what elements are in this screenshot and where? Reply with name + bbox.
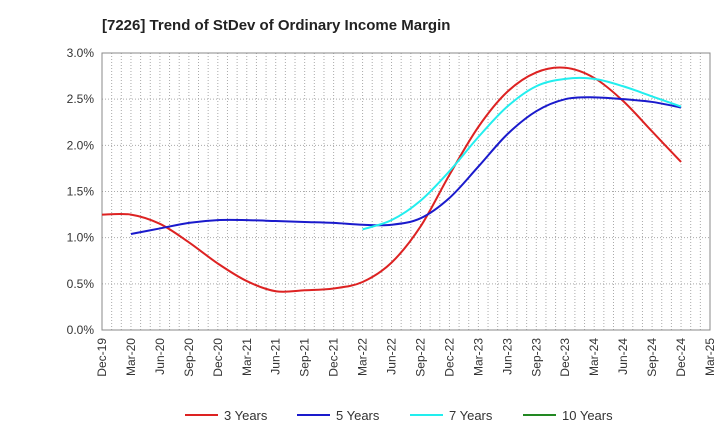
legend-label-10-years: 10 Years <box>562 408 613 423</box>
series-lines <box>101 66 682 293</box>
y-axis-ticks: 0.0% 0.5% 1.0% 1.5% 2.0% 2.5% 3.0% <box>67 46 95 337</box>
x-tick-label: Sep-20 <box>182 338 196 377</box>
x-tick-label: Jun-21 <box>269 338 283 375</box>
x-tick-label: Jun-24 <box>616 338 630 375</box>
x-tick-label: Sep-24 <box>645 338 659 377</box>
chart-title: [7226] Trend of StDev of Ordinary Income… <box>102 17 450 34</box>
y-tick-label: 1.5% <box>67 185 95 199</box>
x-tick-label: Jun-23 <box>500 338 514 375</box>
x-tick-label: Mar-22 <box>356 338 370 376</box>
x-tick-label: Sep-23 <box>529 338 543 377</box>
x-tick-label: Mar-23 <box>471 338 485 376</box>
y-tick-label: 0.5% <box>67 277 95 291</box>
x-tick-label: Dec-22 <box>442 338 456 377</box>
x-tick-label: Dec-20 <box>211 338 225 377</box>
y-tick-label: 0.0% <box>67 323 95 337</box>
x-tick-label: Dec-19 <box>95 338 109 377</box>
x-axis-ticks: Dec-19 Mar-20 Jun-20 Sep-20 Dec-20 Mar-21 Jun-… <box>95 338 717 377</box>
x-tick-label: Sep-22 <box>413 338 427 377</box>
x-tick-label: Mar-20 <box>124 338 138 376</box>
x-tick-label: Mar-24 <box>587 338 601 376</box>
legend-label-5-years: 5 Years <box>336 408 380 423</box>
y-tick-label: 2.0% <box>67 138 95 152</box>
x-tick-label: Mar-25 <box>703 338 717 376</box>
x-tick-label: Dec-21 <box>327 338 341 377</box>
y-tick-label: 1.0% <box>67 231 95 245</box>
legend-label-3-years: 3 Years <box>224 408 268 423</box>
legend-label-7-years: 7 Years <box>449 408 493 423</box>
x-tick-label: Jun-22 <box>385 338 399 375</box>
x-tick-label: Dec-24 <box>674 338 688 377</box>
x-tick-label: Dec-23 <box>558 338 572 377</box>
legend: 3 Years 5 Years 7 Years 10 Years <box>185 408 613 423</box>
y-tick-label: 2.5% <box>67 92 95 106</box>
x-tick-label: Mar-21 <box>240 338 254 376</box>
series-line-3-years <box>101 66 682 293</box>
plot-area-border <box>101 52 711 331</box>
grid <box>102 53 710 330</box>
series-line-7-years <box>362 76 682 231</box>
y-tick-label: 3.0% <box>67 46 95 60</box>
series-line-5-years <box>130 96 682 235</box>
x-tick-label: Sep-21 <box>298 338 312 377</box>
x-tick-label: Jun-20 <box>153 338 167 375</box>
